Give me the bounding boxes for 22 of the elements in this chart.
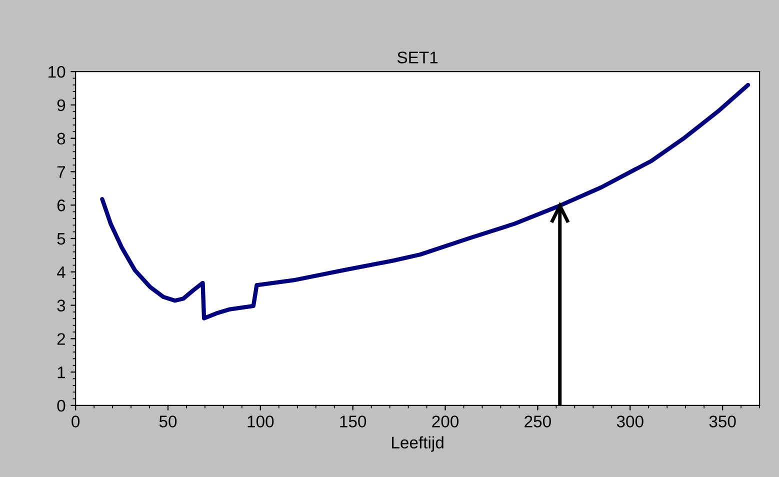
y-tick-label: 4 [56, 266, 66, 278]
y-tick-label: 2 [57, 333, 66, 345]
x-tick-label: 200 [432, 416, 459, 428]
y-tick-label: 7 [57, 166, 66, 178]
y-tick-label: 9 [57, 99, 66, 112]
x-tick-label: 0 [72, 416, 80, 428]
y-tick-label: 8 [57, 132, 66, 145]
x-tick-label: 300 [616, 416, 644, 428]
x-tick-label: 100 [248, 416, 274, 428]
y-tick-label: 0 [57, 400, 66, 412]
x-tick-label: 350 [709, 416, 736, 428]
x-tick-label: 150 [340, 416, 366, 428]
x-tick-label: 250 [524, 416, 551, 428]
y-tick-label: 3 [57, 300, 66, 312]
chart-title: SET1 [397, 52, 438, 64]
line-series [100, 82, 750, 320]
y-tick-label: 5 [57, 233, 66, 245]
y-tick-label: 6 [57, 200, 66, 212]
x-axis-title: Leeftijd [392, 436, 444, 452]
x-tick-label: 50 [159, 416, 177, 428]
y-tick-label: 10 [48, 66, 66, 78]
y-tick-label: 1 [58, 366, 66, 378]
